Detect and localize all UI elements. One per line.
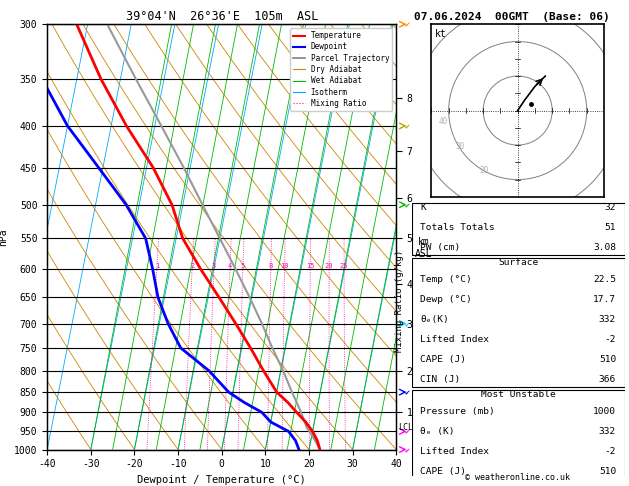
Text: ✔: ✔ (405, 122, 410, 130)
Bar (412, 203, 625, 255)
Text: 3.08: 3.08 (593, 243, 616, 252)
Text: 1000: 1000 (593, 407, 616, 416)
Text: Lifted Index: Lifted Index (421, 335, 489, 344)
Text: 20: 20 (325, 263, 333, 269)
Text: Most Unstable: Most Unstable (481, 390, 555, 399)
Text: 332: 332 (599, 315, 616, 324)
Text: ✔: ✔ (405, 427, 410, 436)
Text: LCL: LCL (398, 423, 413, 432)
Bar (412, 390, 625, 486)
Text: Dewp (°C): Dewp (°C) (421, 295, 472, 304)
Text: 1: 1 (155, 263, 159, 269)
Text: 22.5: 22.5 (593, 275, 616, 284)
Text: 30: 30 (455, 141, 465, 151)
Bar (412, 258, 625, 387)
Text: 332: 332 (599, 427, 616, 436)
Text: ✔: ✔ (405, 20, 410, 29)
Legend: Temperature, Dewpoint, Parcel Trajectory, Dry Adiabat, Wet Adiabat, Isotherm, Mi: Temperature, Dewpoint, Parcel Trajectory… (290, 28, 392, 111)
Y-axis label: hPa: hPa (0, 228, 8, 246)
Text: Lifted Index: Lifted Index (421, 447, 489, 456)
Text: Surface: Surface (498, 258, 538, 267)
Text: ✔: ✔ (405, 200, 410, 209)
Text: 3: 3 (212, 263, 216, 269)
Text: 32: 32 (604, 203, 616, 212)
Text: K: K (421, 203, 426, 212)
Text: CAPE (J): CAPE (J) (421, 355, 467, 364)
X-axis label: Dewpoint / Temperature (°C): Dewpoint / Temperature (°C) (137, 475, 306, 485)
Title: 39°04'N  26°36'E  105m  ASL: 39°04'N 26°36'E 105m ASL (126, 10, 318, 23)
Text: 40: 40 (438, 117, 448, 126)
Text: 8: 8 (269, 263, 273, 269)
Text: 510: 510 (599, 467, 616, 476)
Text: CIN (J): CIN (J) (421, 375, 461, 384)
Text: Totals Totals: Totals Totals (421, 223, 495, 232)
Text: © weatheronline.co.uk: © weatheronline.co.uk (465, 473, 569, 482)
Text: -2: -2 (604, 447, 616, 456)
Text: 2: 2 (190, 263, 194, 269)
Text: 20: 20 (480, 166, 489, 174)
Text: ✔: ✔ (405, 445, 410, 454)
Text: 25: 25 (340, 263, 348, 269)
Text: θₑ (K): θₑ (K) (421, 427, 455, 436)
Text: θₑ(K): θₑ(K) (421, 315, 449, 324)
Y-axis label: km
ASL: km ASL (415, 237, 433, 259)
Text: 07.06.2024  00GMT  (Base: 06): 07.06.2024 00GMT (Base: 06) (414, 12, 610, 22)
Text: Mixing Ratio (g/kg): Mixing Ratio (g/kg) (395, 250, 404, 352)
Text: Temp (°C): Temp (°C) (421, 275, 472, 284)
Text: 51: 51 (604, 223, 616, 232)
Text: PW (cm): PW (cm) (421, 243, 461, 252)
Text: 366: 366 (599, 375, 616, 384)
Text: kt: kt (435, 30, 447, 39)
Text: -2: -2 (604, 335, 616, 344)
Text: 10: 10 (281, 263, 289, 269)
Text: 5: 5 (241, 263, 245, 269)
Text: ✔: ✔ (405, 319, 410, 328)
Text: Pressure (mb): Pressure (mb) (421, 407, 495, 416)
Text: 510: 510 (599, 355, 616, 364)
Text: 4: 4 (228, 263, 232, 269)
Text: ✔: ✔ (405, 388, 410, 397)
Text: 17.7: 17.7 (593, 295, 616, 304)
Text: CAPE (J): CAPE (J) (421, 467, 467, 476)
Text: 15: 15 (306, 263, 314, 269)
